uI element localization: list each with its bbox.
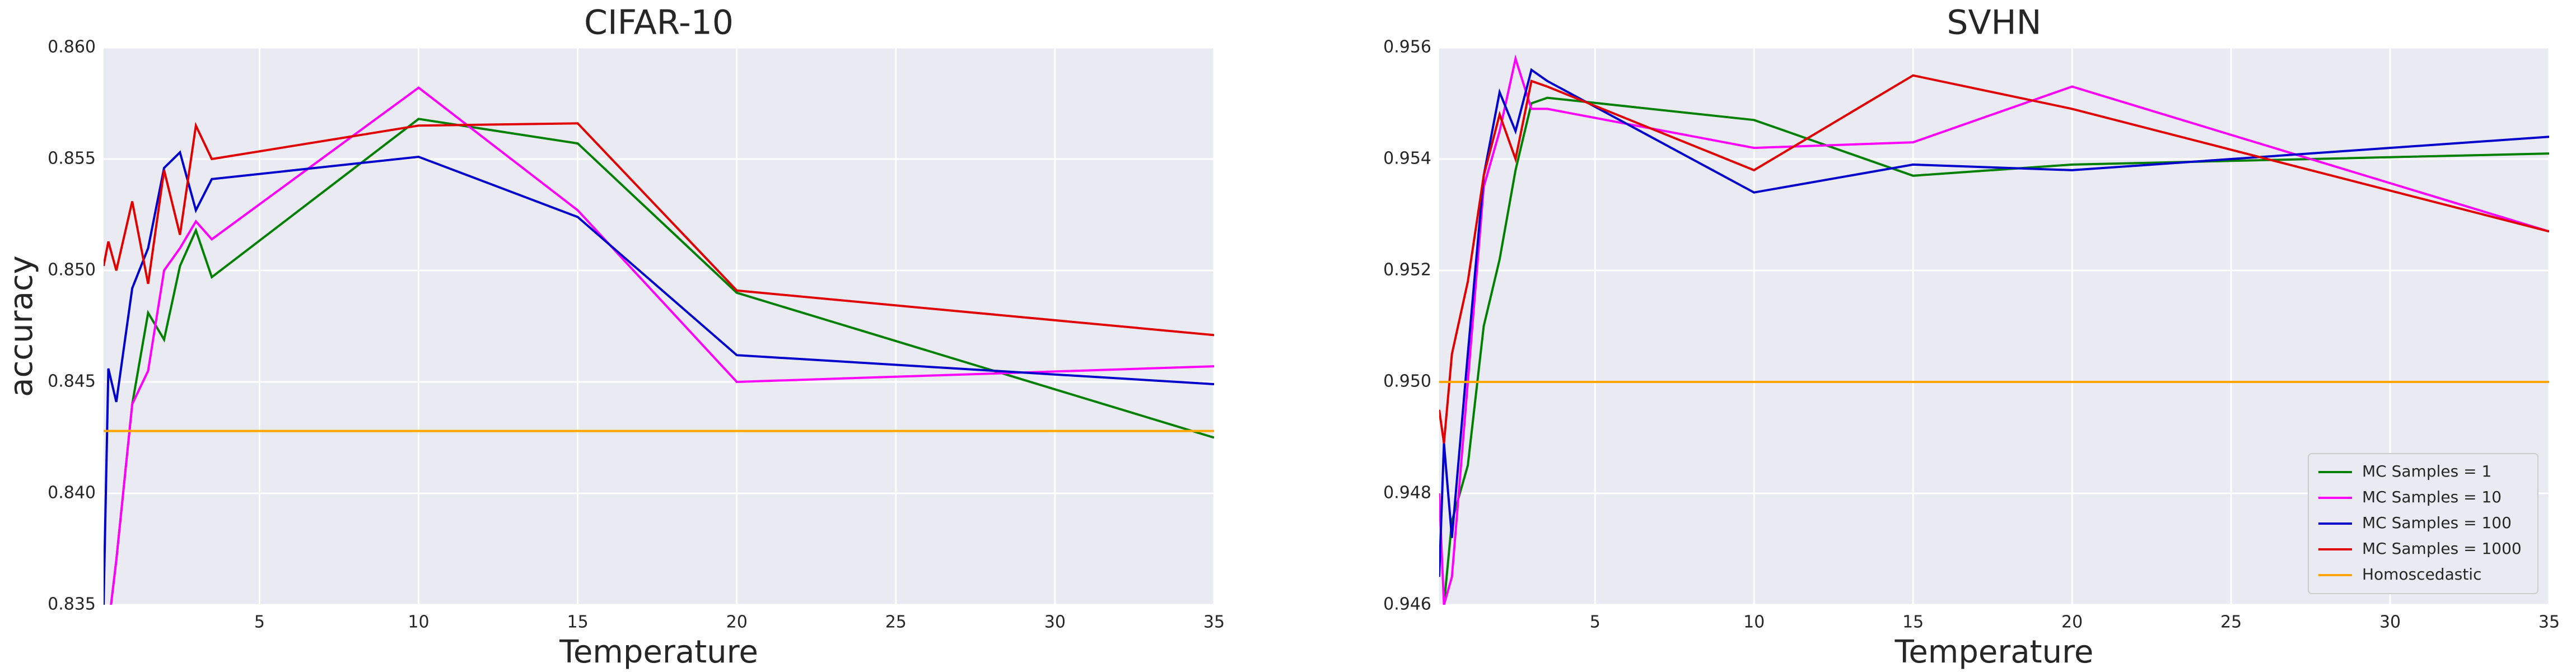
legend-label: Homoscedastic [2362, 565, 2481, 584]
y-tick-label: 0.956 [1383, 38, 1431, 57]
x-axis-label: Temperature [559, 634, 758, 670]
y-tick-label: 0.946 [1383, 595, 1431, 614]
x-tick-label: 15 [567, 613, 589, 632]
y-tick-label: 0.835 [48, 595, 96, 614]
legend-label: MC Samples = 1000 [2362, 539, 2522, 558]
y-tick-label: 0.850 [48, 260, 96, 280]
lines [1439, 54, 2549, 605]
chart-title: SVHN [1947, 3, 2041, 43]
chart-title: CIFAR-10 [584, 3, 734, 43]
legend-label: MC Samples = 10 [2362, 488, 2502, 506]
x-tick-label: 10 [408, 613, 429, 632]
x-axis-label: Temperature [1894, 634, 2094, 670]
y-axis-label: accuracy [3, 255, 40, 397]
legend-label: MC Samples = 100 [2362, 514, 2512, 532]
series-line [1439, 68, 2549, 577]
legend-label: MC Samples = 1 [2362, 462, 2491, 480]
legend-box [2308, 453, 2538, 594]
y-tick-label: 0.855 [48, 149, 96, 169]
y-tick-label: 0.948 [1383, 483, 1431, 503]
x-tick-label: 25 [885, 613, 907, 632]
x-tick-label: 30 [2379, 613, 2401, 632]
x-tick-label: 20 [2061, 613, 2083, 632]
x-tick-label: 5 [1590, 613, 1600, 632]
y-tick-label: 0.950 [1383, 372, 1431, 391]
y-tick-label: 0.840 [48, 483, 96, 503]
x-tick-label: 30 [1044, 613, 1066, 632]
x-tick-label: 25 [2220, 613, 2242, 632]
y-tick-label: 0.952 [1383, 260, 1431, 280]
series-line [1439, 54, 2549, 605]
series-line [110, 86, 1214, 605]
series-line [1443, 96, 2549, 605]
legend: MC Samples = 1 MC Samples = 10 MC Samples … [2308, 453, 2538, 594]
series-line [104, 150, 1214, 605]
y-tick-label: 0.954 [1383, 149, 1431, 169]
lines [104, 86, 1214, 605]
plot-area [104, 48, 1214, 605]
x-tick-label: 35 [2538, 613, 2560, 632]
x-tick-label: 10 [1743, 613, 1765, 632]
x-tick-label: 35 [1203, 613, 1225, 632]
x-tick-label: 5 [254, 613, 265, 632]
y-tick-label: 0.860 [48, 38, 96, 57]
y-tick-label: 0.845 [48, 372, 96, 391]
x-tick-label: 20 [726, 613, 748, 632]
subplot: 0.835 0.840 0.845 0.850 0.855 0.860 5 10 15 20 25 3… [3, 3, 1225, 671]
x-tick-label: 15 [1902, 613, 1924, 632]
series-line [1439, 74, 2549, 444]
subplot: 0.946 0.948 0.950 0.952 0.954 0.956 5 10 15 20 25 3… [1383, 3, 2560, 671]
series-line [104, 122, 1214, 337]
